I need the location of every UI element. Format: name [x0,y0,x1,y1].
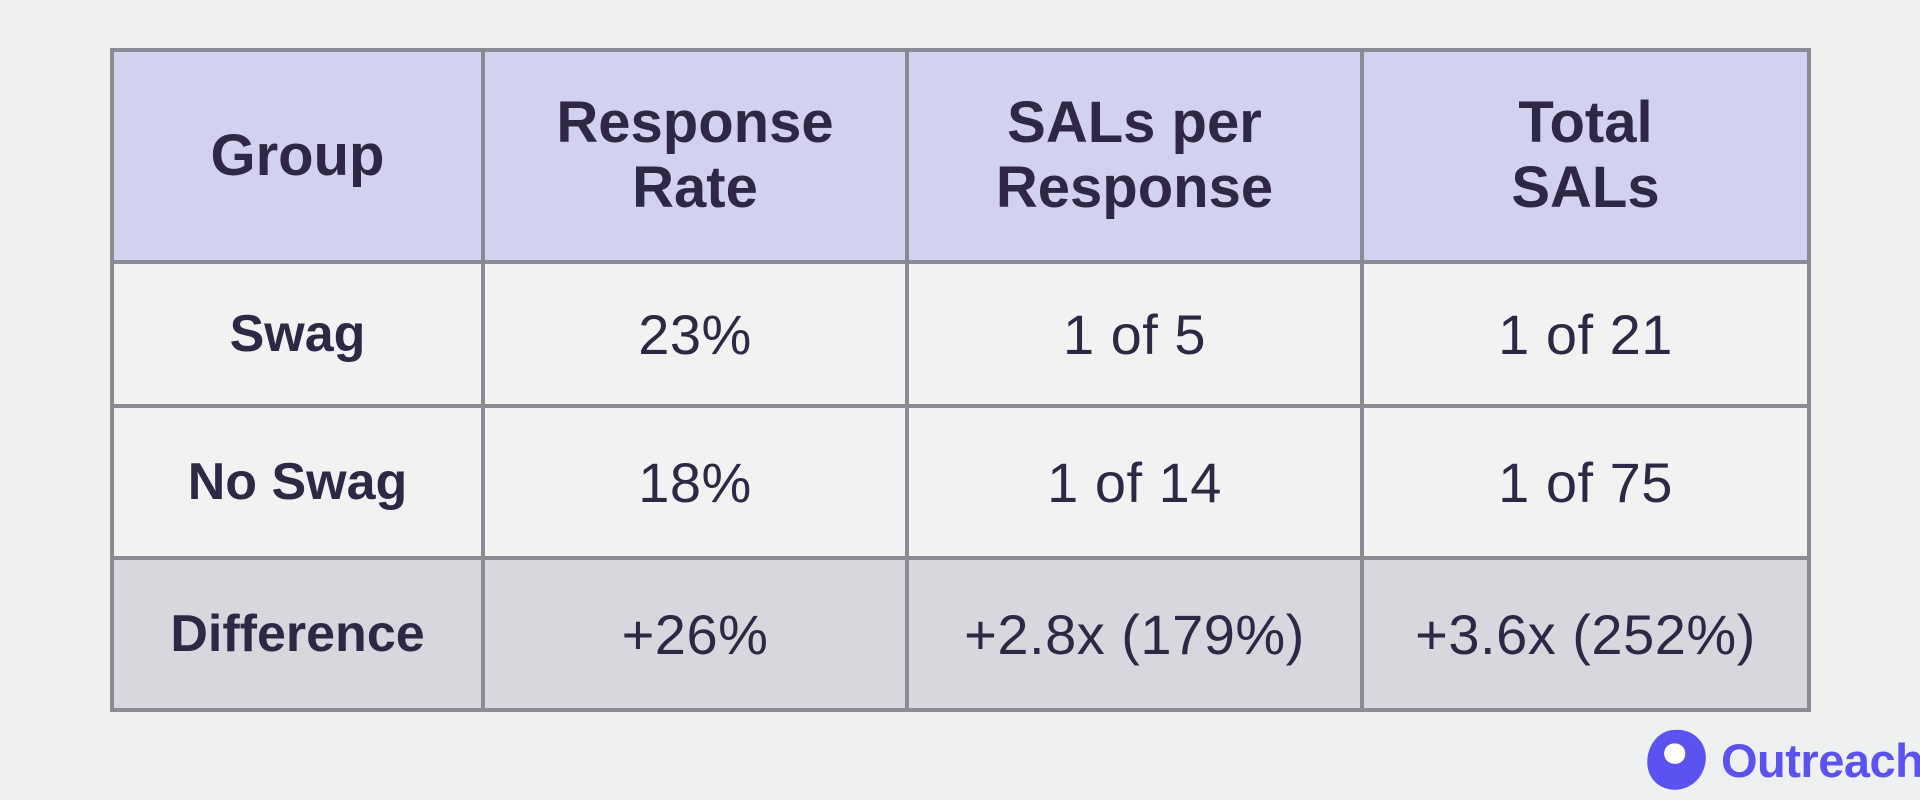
swag-sals-per-response-value: 1 of 5 [905,260,1364,408]
results-table: Group Response Rate SALs per Response To… [110,48,1811,712]
table-row-no-swag: No Swag 18% 1 of 14 1 of 75 [110,404,1811,560]
outreach-wordmark: Outreach [1721,733,1920,787]
row-label-swag: Swag [110,260,485,408]
column-header-response-rate: Response Rate [481,48,909,264]
swag-total-sals-value: 1 of 21 [1360,260,1811,408]
table-header-row: Group Response Rate SALs per Response To… [110,48,1811,264]
difference-response-rate-value: +26% [481,556,909,712]
swag-response-rate-value: 23% [481,260,909,408]
no-swag-sals-per-response-value: 1 of 14 [905,404,1364,560]
table-row-difference: Difference +26% +2.8x (179%) +3.6x (252%… [110,556,1811,712]
row-label-no-swag: No Swag [110,404,485,560]
table-row-swag: Swag 23% 1 of 5 1 of 21 [110,260,1811,408]
difference-sals-per-response-value: +2.8x (179%) [905,556,1364,712]
column-header-total-sals: Total SALs [1360,48,1811,264]
column-header-group: Group [110,48,485,264]
no-swag-total-sals-value: 1 of 75 [1360,404,1811,560]
row-label-difference: Difference [110,556,485,712]
no-swag-response-rate-value: 18% [481,404,909,560]
column-header-sals-per-response: SALs per Response [905,48,1364,264]
difference-total-sals-value: +3.6x (252%) [1360,556,1811,712]
outreach-logo: Outreach [1645,728,1920,792]
outreach-pick-icon [1647,729,1706,790]
